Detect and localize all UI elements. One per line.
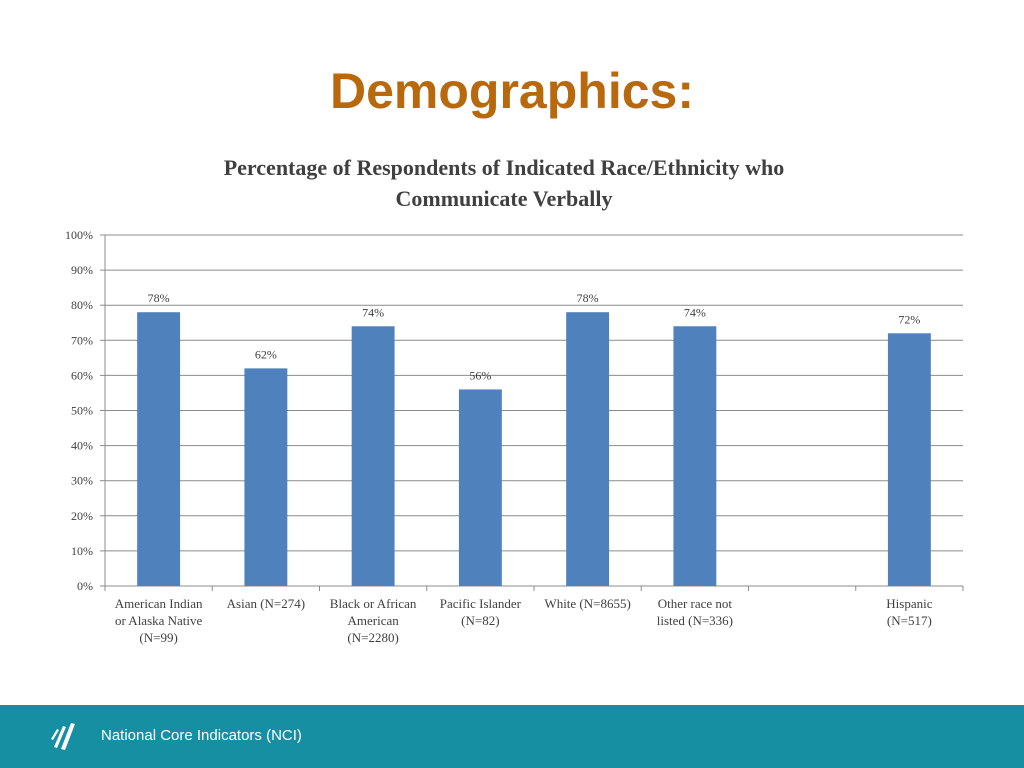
bar-value-label: 74% — [362, 305, 384, 319]
x-category-label: (N=99) — [139, 630, 177, 645]
y-tick-label: 60% — [71, 368, 93, 382]
y-tick-label: 100% — [65, 228, 93, 242]
y-tick-label: 20% — [71, 509, 93, 523]
bar-value-label: 62% — [255, 347, 277, 361]
y-tick-label: 40% — [71, 439, 93, 453]
bar-chart: 0% 10% 20% 30% 40% 50% 60% 70% 80% 90% 100% 78% Amer… — [65, 228, 964, 645]
x-category-label: (N=82) — [461, 613, 499, 628]
bar-value-label: 72% — [898, 312, 920, 326]
footer-band: National Core Indicators (NCI) — [0, 705, 1024, 768]
y-tick-label: 10% — [71, 544, 93, 558]
x-category-label: Black or African — [330, 596, 417, 611]
y-tick-label: 50% — [71, 404, 93, 418]
y-tick-label: 70% — [71, 333, 93, 347]
bar — [887, 333, 931, 586]
x-category-label: (N=517) — [887, 613, 932, 628]
bar — [351, 326, 395, 586]
x-category-label: Hispanic — [886, 596, 932, 611]
x-category-label: Asian (N=274) — [227, 596, 305, 611]
chart-title: Percentage of Respondents of Indicated R… — [140, 152, 868, 214]
footer-text: National Core Indicators (NCI) — [101, 727, 302, 744]
bar-value-label: 78% — [577, 291, 599, 305]
x-category-label: American — [347, 613, 399, 628]
bar — [137, 312, 181, 586]
y-tick-label: 80% — [71, 298, 93, 312]
bar-value-label: 78% — [148, 291, 170, 305]
bar-value-label: 74% — [684, 305, 706, 319]
x-category-label: Other race not — [658, 596, 733, 611]
chart-title-line-1: Percentage of Respondents of Indicated R… — [223, 155, 785, 180]
bar — [673, 326, 717, 586]
x-category-label: White (N=8655) — [544, 596, 630, 611]
x-category-label: (N=2280) — [347, 630, 398, 645]
x-category-label: listed (N=336) — [657, 613, 733, 628]
x-category-label: or Alaska Native — [115, 613, 203, 628]
bar — [244, 368, 288, 586]
x-category-label: Pacific Islander — [440, 596, 522, 611]
nci-logo-icon — [51, 723, 75, 750]
y-tick-label: 90% — [71, 263, 93, 277]
y-tick-label: 0% — [77, 579, 93, 593]
y-tick-label: 30% — [71, 474, 93, 488]
x-category-label: American Indian — [115, 596, 203, 611]
bar — [458, 389, 502, 586]
chart-title-line-2: Communicate Verbally — [395, 186, 613, 211]
bar-value-label: 56% — [469, 368, 491, 382]
slide-title: Demographics: — [330, 63, 694, 119]
bar — [566, 312, 610, 586]
